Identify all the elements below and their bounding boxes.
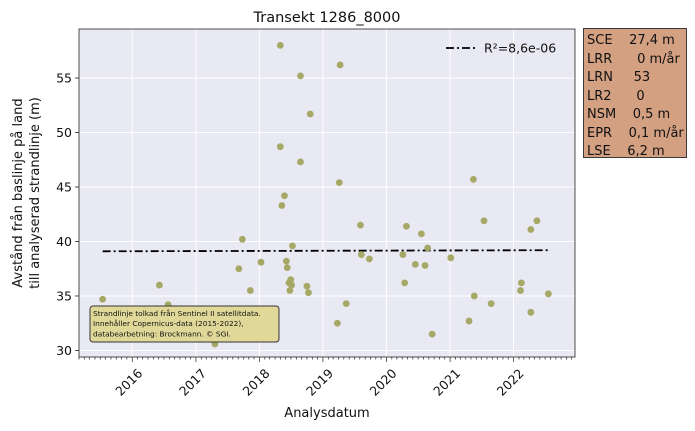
y-axis-label-line: till analyserad strandlinje (m) <box>28 97 43 289</box>
annotation-line: databearbetning: Brockmann. © SGI. <box>93 329 231 338</box>
y-axis-label-line: Avstånd från baslinje på land <box>11 98 26 287</box>
x-tick-label: 2022 <box>494 366 527 399</box>
data-point <box>357 251 365 258</box>
y-tick-label: 50 <box>56 125 72 140</box>
stats-row-sce: SCE 27,4 m <box>587 33 675 48</box>
data-point <box>428 330 436 338</box>
data-point <box>469 175 477 183</box>
annotation-line: Strandlinje tolkad från Sentinel II sate… <box>93 309 261 318</box>
data-point <box>465 317 473 325</box>
stats-box: SCE 27,4 m LRR 0 m/år LRN 53 LR2 0 NSM 0… <box>583 28 687 159</box>
y-tick-label: 30 <box>56 343 72 358</box>
data-point <box>342 300 350 308</box>
data-point <box>289 242 296 250</box>
data-point <box>518 279 525 287</box>
data-point <box>238 235 246 243</box>
stats-row-lse: LSE 6,2 m <box>587 144 665 159</box>
x-tick-label: 2020 <box>367 366 400 399</box>
data-point <box>480 217 488 225</box>
data-point <box>527 226 535 233</box>
stats-row-lrn: LRN 53 <box>587 70 651 85</box>
data-point <box>399 251 407 258</box>
data-point <box>411 260 419 268</box>
x-tick-label: 2017 <box>176 366 209 399</box>
data-point <box>401 279 409 287</box>
data-point <box>335 179 343 187</box>
data-point <box>417 230 425 238</box>
annotation-line: Innehåller Copernicus-data (2015-2022), <box>93 319 244 328</box>
data-point <box>306 110 314 118</box>
data-point <box>297 158 304 166</box>
data-point <box>246 287 254 294</box>
x-tick-label: 2021 <box>430 366 463 399</box>
data-point <box>282 257 290 265</box>
annotation: Strandlinje tolkad från Sentinel II sate… <box>89 305 280 343</box>
data-point <box>421 262 429 269</box>
data-point <box>281 192 288 200</box>
data-point <box>365 255 373 263</box>
data-point <box>333 319 341 327</box>
data-point <box>276 41 284 49</box>
stats-row-epr: EPR 0,1 m/år <box>587 125 684 141</box>
data-point <box>336 61 344 69</box>
data-point <box>286 287 294 294</box>
data-point <box>297 72 304 80</box>
data-point <box>517 287 524 294</box>
data-point <box>278 202 286 209</box>
legend-label: R²=8,6e-06 <box>484 41 556 56</box>
data-point <box>303 282 311 290</box>
data-point <box>283 264 291 272</box>
y-tick-label: 45 <box>56 180 72 195</box>
data-point <box>544 290 552 298</box>
data-point <box>305 289 312 297</box>
data-point <box>403 222 410 230</box>
chart-title: Transekt 1286_8000 <box>253 10 401 26</box>
data-point <box>235 265 243 273</box>
data-point <box>357 221 364 229</box>
data-point <box>99 295 107 303</box>
data-point <box>276 143 284 151</box>
data-point <box>470 292 478 300</box>
data-point <box>447 254 455 262</box>
data-point <box>287 276 295 284</box>
data-point <box>288 281 295 289</box>
y-tick-label: 55 <box>56 71 72 86</box>
data-point <box>533 217 541 225</box>
x-tick-label: 2016 <box>112 366 145 399</box>
data-point <box>487 300 495 308</box>
stats-row-lrr: LRR 0 m/år <box>587 51 680 67</box>
data-point <box>424 244 432 252</box>
x-tick-label: 2018 <box>240 366 273 399</box>
stats-row-lr2: LR2 0 <box>587 88 645 104</box>
data-point <box>527 308 535 316</box>
stats-row-nsm: NSM 0,5 m <box>587 107 671 122</box>
y-tick-label: 35 <box>56 288 72 303</box>
trend-line <box>102 249 549 253</box>
plot-frame <box>78 28 576 358</box>
y-tick-label: 40 <box>56 234 72 249</box>
legend: R²=8,6e-06 <box>446 41 556 56</box>
x-tick-label: 2019 <box>303 366 336 399</box>
data-point <box>257 258 265 266</box>
data-point <box>155 281 163 289</box>
annotation-box <box>89 305 280 343</box>
x-axis-label: Analysdatum <box>284 406 369 421</box>
